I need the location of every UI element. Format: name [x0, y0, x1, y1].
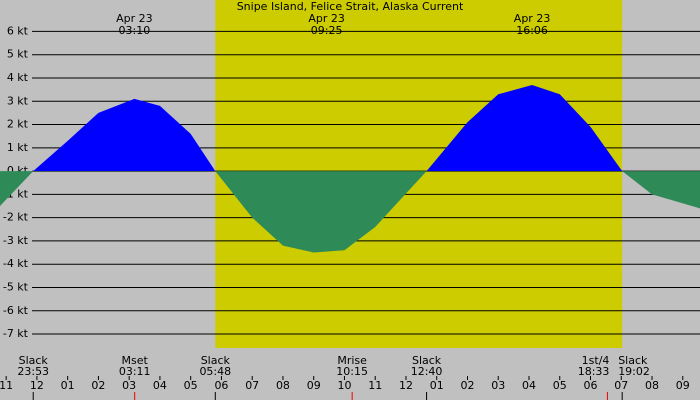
peak-time: 16:06 [516, 24, 548, 37]
peak-date: Apr 23 [116, 12, 153, 25]
y-tick-label: 4 kt [7, 71, 29, 84]
event-label: Mrise [337, 354, 367, 367]
x-tick-label: 05 [184, 379, 198, 392]
peak-time: 03:10 [119, 24, 151, 37]
y-tick-label: 5 kt [7, 48, 29, 61]
event-label: Slack [19, 354, 49, 367]
x-tick-label: 06 [584, 379, 598, 392]
x-tick-label: 07 [614, 379, 628, 392]
x-tick-label: 01 [430, 379, 444, 392]
event-label: Slack [201, 354, 231, 367]
event-time: 05:48 [199, 365, 231, 378]
peak-date: Apr 23 [514, 12, 551, 25]
y-tick-label: 1 kt [7, 141, 29, 154]
x-tick-label: 10 [337, 379, 351, 392]
x-tick-label: 03 [491, 379, 505, 392]
x-tick-label: 04 [153, 379, 167, 392]
y-tick-label: 6 kt [7, 24, 29, 37]
x-tick-label: 12 [30, 379, 44, 392]
y-tick-label: -5 kt [3, 280, 29, 293]
peak-time: 09:25 [311, 24, 343, 37]
y-tick-label: -4 kt [3, 257, 29, 270]
x-tick-label: 02 [460, 379, 474, 392]
x-tick-label: 11 [0, 379, 13, 392]
x-tick-label: 08 [645, 379, 659, 392]
event-label: Slack [618, 354, 648, 367]
event-time: 03:11 [119, 365, 151, 378]
event-time: 12:40 [411, 365, 443, 378]
y-tick-label: -7 kt [3, 327, 29, 340]
y-tick-label: -3 kt [3, 234, 29, 247]
event-label: Mset [122, 354, 149, 367]
current-area [0, 84, 700, 253]
x-tick-label: 11 [368, 379, 382, 392]
chart-title: Snipe Island, Felice Strait, Alaska Curr… [237, 0, 464, 13]
event-label: Slack [412, 354, 442, 367]
x-tick-label: 02 [91, 379, 105, 392]
x-tick-label: 09 [676, 379, 690, 392]
y-tick-label: 3 kt [7, 94, 29, 107]
x-tick-label: 03 [122, 379, 136, 392]
y-tick-label: -2 kt [3, 211, 29, 224]
x-tick-label: 04 [522, 379, 536, 392]
x-tick-label: 12 [399, 379, 413, 392]
x-tick-label: 05 [553, 379, 567, 392]
x-tick-label: 06 [214, 379, 228, 392]
y-tick-label: -6 kt [3, 304, 29, 317]
peak-date: Apr 23 [308, 12, 345, 25]
x-tick-label: 08 [276, 379, 290, 392]
x-tick-label: 09 [307, 379, 321, 392]
event-time: 18:33 [578, 365, 610, 378]
event-label: 1st/4 [582, 354, 610, 367]
y-tick-label: 2 kt [7, 118, 29, 131]
x-tick-label: 07 [245, 379, 259, 392]
event-time: 10:15 [336, 365, 368, 378]
event-time: 23:53 [17, 365, 49, 378]
x-tick-label: 01 [61, 379, 75, 392]
event-time: 19:02 [618, 365, 650, 378]
